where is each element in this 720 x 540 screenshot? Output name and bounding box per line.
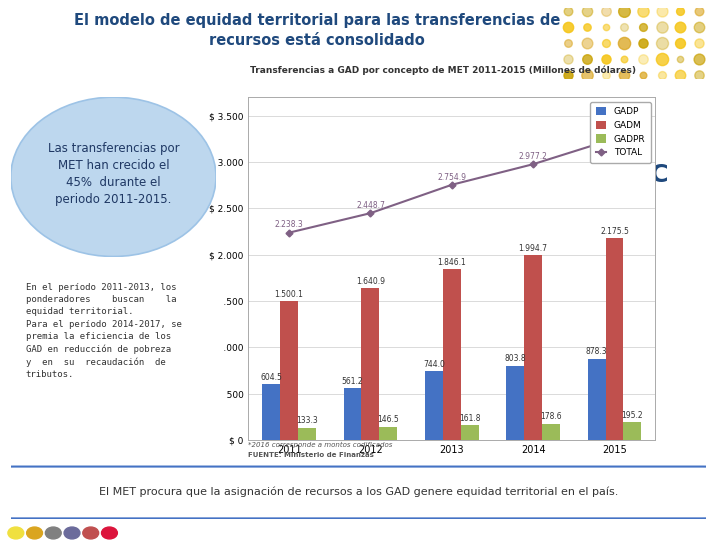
Point	[600, 23, 611, 31]
Text: 803.8: 803.8	[505, 354, 526, 363]
Point	[656, 7, 667, 16]
Text: En el período 2011-2013, los
ponderadores    buscan    la
equidad territorial.
P: En el período 2011-2013, los ponderadore…	[26, 283, 181, 379]
Point	[581, 23, 593, 31]
Text: FUENTE: Ministerio de Finanzas: FUENTE: Ministerio de Finanzas	[248, 452, 374, 458]
Point	[562, 39, 574, 48]
Point	[581, 71, 593, 79]
Point	[562, 55, 574, 64]
Point	[581, 7, 593, 16]
Text: 133.3: 133.3	[296, 416, 318, 426]
Point	[581, 55, 593, 64]
Point	[637, 7, 649, 16]
Point	[656, 39, 667, 48]
Point	[675, 23, 686, 31]
Bar	[280, 301, 298, 440]
Bar	[606, 239, 624, 440]
Point	[600, 71, 611, 79]
Text: 2.175.5: 2.175.5	[600, 227, 629, 236]
Point	[656, 71, 667, 79]
Point	[693, 39, 705, 48]
Point	[637, 55, 649, 64]
Point	[562, 23, 574, 31]
Text: 161.8: 161.8	[459, 414, 480, 423]
Point	[618, 39, 630, 48]
Text: recursos está consolidado: recursos está consolidado	[209, 33, 425, 49]
Text: 178.6: 178.6	[540, 412, 562, 421]
Text: El modelo de equidad territorial para las transferencias de: El modelo de equidad territorial para la…	[73, 14, 560, 29]
Point	[581, 39, 593, 48]
Text: 2.238.3: 2.238.3	[275, 220, 303, 230]
Point	[675, 7, 686, 16]
Point	[600, 39, 611, 48]
Point	[693, 55, 705, 64]
Point	[637, 23, 649, 31]
Point	[675, 71, 686, 79]
Text: 146.5: 146.5	[377, 415, 399, 424]
Text: CNC: CNC	[611, 163, 669, 187]
Text: 1.500.1: 1.500.1	[274, 290, 304, 299]
Text: 1.994.7: 1.994.7	[518, 244, 548, 253]
Text: 195.2: 195.2	[621, 411, 643, 420]
FancyBboxPatch shape	[4, 265, 230, 440]
Text: 1.846.1: 1.846.1	[438, 258, 466, 267]
Point	[618, 55, 630, 64]
Bar	[461, 425, 479, 440]
Point	[562, 7, 574, 16]
Bar	[624, 422, 642, 440]
Point	[693, 71, 705, 79]
FancyBboxPatch shape	[0, 467, 720, 518]
Text: El MET procura que la asignación de recursos a los GAD genere equidad territoria: El MET procura que la asignación de recu…	[99, 486, 618, 497]
Point	[600, 55, 611, 64]
Bar	[524, 255, 542, 440]
Bar	[361, 288, 379, 440]
Bar	[379, 427, 397, 440]
Point	[675, 55, 686, 64]
Point	[675, 39, 686, 48]
Text: 604.5: 604.5	[260, 373, 282, 382]
Bar	[425, 371, 443, 440]
Legend: GADP, GADM, GADPR, TOTAL: GADP, GADM, GADPR, TOTAL	[590, 102, 651, 163]
Point	[618, 23, 630, 31]
Ellipse shape	[11, 97, 216, 256]
Bar	[343, 388, 361, 440]
Bar	[298, 428, 316, 440]
Point	[656, 55, 667, 64]
Point	[656, 23, 667, 31]
Text: *2016 corresponde a montos codificados: *2016 corresponde a montos codificados	[248, 442, 393, 448]
Point	[693, 23, 705, 31]
Bar	[506, 366, 524, 440]
Text: Transferencias a GAD por concepto de MET 2011-2015 (Millones de dólares): Transferencias a GAD por concepto de MET…	[250, 65, 636, 75]
Point	[637, 71, 649, 79]
Bar	[542, 423, 560, 440]
Text: 744.0: 744.0	[423, 360, 445, 369]
Text: 2.754.9: 2.754.9	[437, 173, 467, 181]
Text: 878.3: 878.3	[586, 347, 608, 356]
Point	[693, 7, 705, 16]
Point	[618, 71, 630, 79]
Text: 3.253.0: 3.253.0	[600, 126, 629, 136]
Text: Las transferencias por
MET han crecido el
45%  durante el
periodo 2011-2015.: Las transferencias por MET han crecido e…	[48, 141, 179, 206]
Point	[618, 7, 630, 16]
Bar	[262, 384, 280, 440]
Bar	[443, 269, 461, 440]
Point	[600, 7, 611, 16]
Point	[562, 71, 574, 79]
Text: 1.640.9: 1.640.9	[356, 276, 385, 286]
Bar	[588, 359, 606, 440]
Text: 2.448.7: 2.448.7	[356, 201, 385, 210]
Text: 561.2: 561.2	[342, 377, 364, 386]
Text: 2.977.2: 2.977.2	[518, 152, 548, 161]
Point	[637, 39, 649, 48]
